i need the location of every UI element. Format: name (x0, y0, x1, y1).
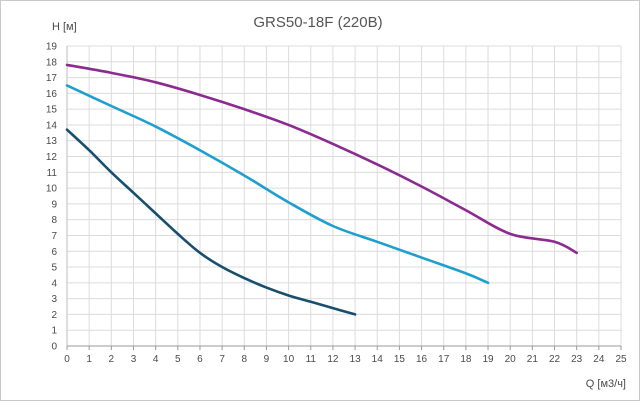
y-tick-label: 14 (46, 120, 58, 131)
y-axis-label: H [м] (52, 21, 77, 33)
x-tick-label: 22 (549, 354, 561, 365)
axes (66, 46, 622, 350)
x-axis-label: Q [м3/ч] (586, 378, 626, 390)
x-tick-label: 18 (460, 354, 472, 365)
x-tick-labels: 0 1 2 3 4 5 6 7 8 9 10 11 12 13 14 15 16 17 18 19 20 21 22 23 24… (64, 354, 627, 365)
y-tick-label: 12 (46, 152, 58, 163)
y-tick-label: 17 (46, 73, 58, 84)
grid (66, 45, 622, 347)
y-tick-label: 19 (46, 42, 58, 53)
y-tick-label: 18 (46, 57, 58, 68)
y-tick-label: 6 (51, 247, 57, 258)
series-line-2 (65, 84, 490, 285)
x-tick-label: 9 (264, 354, 270, 365)
x-tick-label: 1 (86, 354, 92, 365)
x-tick-label: 14 (372, 354, 384, 365)
x-tick-label: 0 (64, 354, 70, 365)
x-tick-label: 4 (153, 354, 159, 365)
x-tick-label: 5 (175, 354, 181, 365)
chart-title: GRS50-18F (220В) (253, 14, 382, 31)
y-tick-label: 3 (51, 294, 57, 305)
x-tick-label: 13 (350, 354, 362, 365)
y-tick-label: 4 (51, 278, 57, 289)
y-tick-label: 11 (47, 168, 58, 179)
x-tick-label: 23 (571, 354, 583, 365)
x-tick-label: 19 (482, 354, 494, 365)
y-tick-label: 8 (51, 215, 57, 226)
series-line-3 (65, 128, 357, 316)
y-tick-label: 0 (51, 342, 57, 353)
x-tick-label: 8 (241, 354, 247, 365)
y-tick-label: 15 (46, 105, 58, 116)
y-tick-label: 1 (51, 326, 57, 337)
y-tick-label: 13 (46, 136, 58, 147)
x-tick-label: 21 (527, 354, 539, 365)
series-line-1 (65, 63, 578, 255)
x-tick-label: 16 (416, 354, 428, 365)
x-tick-label: 3 (131, 354, 137, 365)
x-tick-label: 12 (327, 354, 339, 365)
x-tick-label: 25 (615, 354, 627, 365)
y-tick-label: 7 (51, 231, 57, 242)
x-tick-label: 10 (283, 354, 295, 365)
x-tick-label: 11 (306, 354, 317, 365)
x-tick-label: 7 (219, 354, 225, 365)
y-tick-label: 10 (46, 184, 58, 195)
series (65, 63, 578, 316)
y-tick-label: 16 (46, 89, 58, 100)
x-tick-label: 20 (505, 354, 517, 365)
y-tick-label: 2 (51, 310, 57, 321)
y-tick-label: 5 (51, 263, 57, 274)
x-tick-label: 15 (394, 354, 406, 365)
x-tick-label: 2 (109, 354, 115, 365)
x-tick-label: 17 (438, 354, 450, 365)
x-tick-label: 24 (593, 354, 605, 365)
x-tick-label: 6 (197, 354, 203, 365)
y-tick-label: 9 (51, 199, 57, 210)
